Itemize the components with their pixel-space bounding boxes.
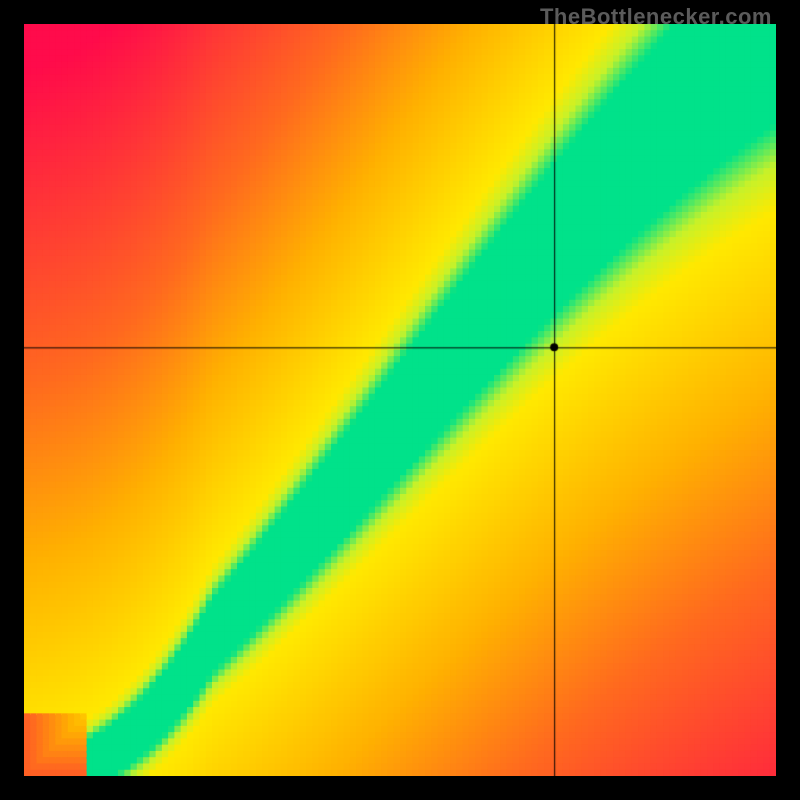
chart-container: TheBottlenecker.com <box>0 0 800 800</box>
watermark-text: TheBottlenecker.com <box>540 4 772 30</box>
bottleneck-heatmap <box>24 24 776 776</box>
